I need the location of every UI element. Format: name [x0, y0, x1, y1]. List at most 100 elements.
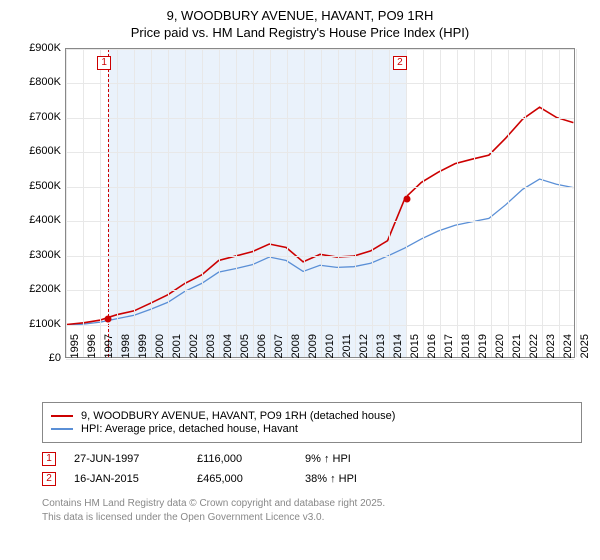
x-gridline: [508, 49, 509, 357]
y-gridline: [66, 187, 574, 188]
x-gridline: [270, 49, 271, 357]
x-gridline: [304, 49, 305, 357]
x-gridline: [100, 49, 101, 357]
x-gridline: [542, 49, 543, 357]
x-axis-label: 2005: [239, 334, 251, 364]
x-axis-label: 2006: [256, 334, 268, 364]
x-axis-label: 2016: [426, 334, 438, 364]
x-axis-label: 2000: [154, 334, 166, 364]
chart-container: 9, WOODBURY AVENUE, HAVANT, PO9 1RH Pric…: [0, 0, 600, 560]
y-gridline: [66, 49, 574, 50]
x-gridline: [355, 49, 356, 357]
y-gridline: [66, 256, 574, 257]
x-axis-label: 2010: [324, 334, 336, 364]
legend-label-2: HPI: Average price, detached house, Hava…: [81, 423, 298, 435]
legend: 9, WOODBURY AVENUE, HAVANT, PO9 1RH (det…: [42, 402, 582, 443]
x-axis-label: 2019: [477, 334, 489, 364]
y-gridline: [66, 221, 574, 222]
x-gridline: [202, 49, 203, 357]
sale-point-dot: [105, 316, 112, 323]
title-block: 9, WOODBURY AVENUE, HAVANT, PO9 1RH Pric…: [12, 8, 588, 40]
legend-label-1: 9, WOODBURY AVENUE, HAVANT, PO9 1RH (det…: [81, 410, 395, 422]
y-gridline: [66, 152, 574, 153]
sales-marker-1: 1: [42, 452, 56, 466]
x-gridline: [287, 49, 288, 357]
x-gridline: [168, 49, 169, 357]
sales-marker-2: 2: [42, 472, 56, 486]
x-axis-label: 2017: [443, 334, 455, 364]
x-axis-label: 2023: [545, 334, 557, 364]
sales-price-1: £116,000: [197, 453, 287, 465]
x-gridline: [117, 49, 118, 357]
x-axis-label: 2002: [188, 334, 200, 364]
x-axis-label: 1996: [86, 334, 98, 364]
sales-row-1: 1 27-JUN-1997 £116,000 9% ↑ HPI: [42, 449, 582, 469]
series-hpi-line: [67, 179, 574, 325]
sale-marker-box: 1: [97, 56, 111, 70]
x-gridline: [372, 49, 373, 357]
y-axis-label: £500K: [21, 180, 61, 192]
x-axis-label: 2024: [562, 334, 574, 364]
x-gridline: [559, 49, 560, 357]
x-axis-label: 2018: [460, 334, 472, 364]
x-gridline: [423, 49, 424, 357]
x-gridline: [440, 49, 441, 357]
x-axis-label: 2020: [494, 334, 506, 364]
footer: Contains HM Land Registry data © Crown c…: [42, 497, 582, 524]
y-axis-label: £300K: [21, 249, 61, 261]
x-axis-label: 2009: [307, 334, 319, 364]
footer-line-1: Contains HM Land Registry data © Crown c…: [42, 497, 582, 511]
x-axis-label: 2008: [290, 334, 302, 364]
line-series-layer: [66, 49, 574, 357]
x-axis-label: 2003: [205, 334, 217, 364]
x-gridline: [406, 49, 407, 357]
sales-row-2: 2 16-JAN-2015 £465,000 38% ↑ HPI: [42, 469, 582, 489]
y-axis-label: £800K: [21, 76, 61, 88]
x-gridline: [389, 49, 390, 357]
x-axis-label: 2007: [273, 334, 285, 364]
x-gridline: [253, 49, 254, 357]
chart-area: £0£100K£200K£300K£400K£500K£600K£700K£80…: [21, 48, 579, 398]
x-axis-label: 1997: [103, 334, 115, 364]
sales-price-2: £465,000: [197, 473, 287, 485]
x-gridline: [83, 49, 84, 357]
x-gridline: [321, 49, 322, 357]
x-gridline: [338, 49, 339, 357]
x-gridline: [66, 49, 67, 357]
x-axis-label: 2004: [222, 334, 234, 364]
x-axis-label: 2021: [511, 334, 523, 364]
sales-date-2: 16-JAN-2015: [74, 473, 179, 485]
y-axis-label: £0: [21, 352, 61, 364]
y-gridline: [66, 83, 574, 84]
y-gridline: [66, 325, 574, 326]
x-gridline: [219, 49, 220, 357]
x-gridline: [134, 49, 135, 357]
chart-subtitle: Price paid vs. HM Land Registry's House …: [12, 25, 588, 40]
x-gridline: [474, 49, 475, 357]
sales-table: 1 27-JUN-1997 £116,000 9% ↑ HPI 2 16-JAN…: [42, 449, 582, 489]
chart-title: 9, WOODBURY AVENUE, HAVANT, PO9 1RH: [12, 8, 588, 23]
x-gridline: [576, 49, 577, 357]
x-gridline: [151, 49, 152, 357]
sales-hpi-1: 9% ↑ HPI: [305, 453, 395, 465]
x-axis-label: 2001: [171, 334, 183, 364]
x-gridline: [525, 49, 526, 357]
y-axis-label: £600K: [21, 145, 61, 157]
y-axis-label: £200K: [21, 283, 61, 295]
x-axis-label: 2013: [375, 334, 387, 364]
y-axis-label: £900K: [21, 42, 61, 54]
x-axis-label: 1995: [69, 334, 81, 364]
x-axis-label: 2015: [409, 334, 421, 364]
x-axis-label: 2012: [358, 334, 370, 364]
series-property-line: [67, 107, 574, 324]
plot-region: [65, 48, 575, 358]
sales-date-1: 27-JUN-1997: [74, 453, 179, 465]
legend-swatch-1: [51, 415, 73, 417]
sale-marker-box: 2: [393, 56, 407, 70]
legend-swatch-2: [51, 428, 73, 429]
legend-row-2: HPI: Average price, detached house, Hava…: [51, 423, 573, 435]
y-gridline: [66, 118, 574, 119]
x-gridline: [491, 49, 492, 357]
x-axis-label: 2014: [392, 334, 404, 364]
x-gridline: [185, 49, 186, 357]
